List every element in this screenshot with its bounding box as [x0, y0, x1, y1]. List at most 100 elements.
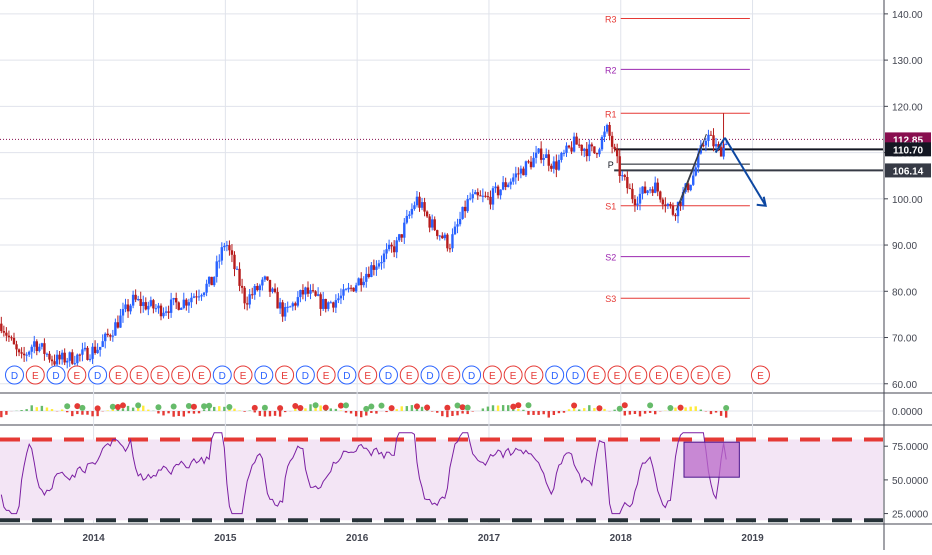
earnings-marker[interactable]: E [504, 366, 522, 384]
osc-dot [186, 403, 192, 409]
earnings-marker[interactable]: E [670, 366, 688, 384]
marker-letter: D [551, 371, 558, 382]
earnings-marker[interactable]: E [68, 366, 86, 384]
candle-body [71, 352, 73, 363]
candle-body [484, 196, 486, 197]
candle-body [216, 261, 218, 277]
candle-body [504, 182, 506, 187]
candle-body [127, 304, 129, 311]
earnings-marker[interactable]: E [276, 366, 294, 384]
candle-body [200, 295, 202, 296]
candle-body [510, 182, 512, 185]
dividend-marker[interactable]: D [463, 366, 481, 384]
time-tick-label: 2015 [214, 533, 237, 544]
candle-body [297, 297, 299, 306]
dividend-marker[interactable]: D [255, 366, 273, 384]
candle-body [674, 215, 676, 216]
earnings-marker[interactable]: E [483, 366, 501, 384]
earnings-marker[interactable]: E [130, 366, 148, 384]
osc-bar [5, 411, 7, 415]
candle-body [190, 298, 192, 302]
earnings-marker[interactable]: E [400, 366, 418, 384]
earnings-marker[interactable]: E [525, 366, 543, 384]
candle-body [183, 300, 185, 308]
candle-body [152, 300, 154, 308]
earnings-marker[interactable]: E [751, 366, 769, 384]
earnings-marker[interactable]: E [109, 366, 127, 384]
dividend-marker[interactable]: D [213, 366, 231, 384]
candle-body [160, 306, 162, 317]
earnings-marker[interactable]: E [359, 366, 377, 384]
earnings-marker[interactable]: E [151, 366, 169, 384]
osc-bar [203, 409, 205, 411]
marker-letter: E [364, 371, 371, 382]
marker-letter: D [468, 371, 475, 382]
candle-body [368, 274, 370, 277]
earnings-marker[interactable]: E [172, 366, 190, 384]
earnings-marker[interactable]: E [691, 366, 709, 384]
candle-body [720, 147, 722, 156]
earnings-marker[interactable]: E [629, 366, 647, 384]
earnings-marker[interactable]: E [587, 366, 605, 384]
candle-body [238, 269, 240, 286]
osc-bar [537, 411, 539, 415]
time-tick-label: 2017 [478, 533, 501, 544]
dividend-marker[interactable]: D [5, 366, 23, 384]
earnings-marker[interactable]: E [234, 366, 252, 384]
osc-bar [61, 409, 63, 411]
dividend-marker[interactable]: D [47, 366, 65, 384]
osc-bar [517, 409, 519, 411]
earnings-marker[interactable]: E [608, 366, 626, 384]
candle-body [350, 288, 352, 289]
osc-dot [191, 404, 197, 410]
price-axis[interactable]: 140.00130.00120.00110.00100.0090.0080.00… [884, 10, 931, 391]
dividend-marker[interactable]: D [338, 366, 356, 384]
earnings-marker[interactable]: E [650, 366, 668, 384]
candle-body [137, 299, 139, 300]
candle-body [43, 343, 45, 354]
candle-body [5, 333, 7, 336]
candle-body [10, 337, 12, 338]
earnings-marker[interactable]: E [26, 366, 44, 384]
dividend-marker[interactable]: D [421, 366, 439, 384]
dividend-marker[interactable]: D [546, 366, 564, 384]
candle-body [104, 334, 106, 341]
earnings-marker[interactable]: E [712, 366, 730, 384]
osc-bar [553, 411, 555, 415]
candle-body [89, 359, 91, 360]
candle-body [689, 185, 691, 190]
candle-body [563, 153, 565, 154]
osc-dot [617, 406, 623, 412]
time-tick-label: 2014 [82, 533, 105, 544]
osc-bar [431, 411, 433, 412]
candle-body [365, 274, 367, 282]
osc-bar [132, 408, 134, 411]
dividend-marker[interactable]: D [296, 366, 314, 384]
dividend-marker[interactable]: D [566, 366, 584, 384]
osc-bar [451, 411, 453, 416]
candle-body [287, 307, 289, 308]
earnings-marker[interactable]: E [192, 366, 210, 384]
candle-body [456, 224, 458, 226]
osc-bar [330, 408, 332, 411]
marker-letter: E [634, 371, 641, 382]
candle-body [279, 302, 281, 308]
candle-body [464, 207, 466, 211]
candle-body [406, 216, 408, 223]
dividend-marker[interactable]: D [89, 366, 107, 384]
osc-bar [446, 411, 448, 417]
candle-body [248, 294, 250, 304]
trend-line [676, 143, 702, 210]
earnings-marker[interactable]: E [442, 366, 460, 384]
price-tick-label: 130.00 [892, 56, 923, 67]
candle-body [616, 149, 618, 156]
candle-body [56, 355, 58, 365]
dividend-marker[interactable]: D [379, 366, 397, 384]
earnings-marker[interactable]: E [317, 366, 335, 384]
candle-body [345, 289, 347, 290]
marker-letter: D [260, 371, 267, 382]
